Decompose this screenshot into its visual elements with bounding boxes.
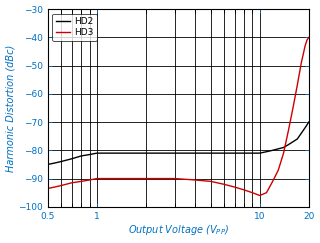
HD2 [53, 162, 57, 165]
HD2 [233, 152, 236, 155]
HD3 [70, 181, 74, 184]
X-axis label: Output Voltage (V$_{PP}$): Output Voltage (V$_{PP}$) [128, 224, 229, 237]
HD3 [173, 177, 177, 180]
HD2 [209, 152, 213, 155]
HD3 [300, 61, 303, 64]
HD2 [70, 157, 74, 160]
HD2 [271, 149, 275, 152]
HD2 [250, 152, 254, 155]
HD2 [286, 143, 290, 146]
HD2 [108, 152, 112, 155]
HD2 [242, 152, 246, 155]
HD2 [144, 152, 148, 155]
HD3 [282, 152, 285, 155]
HD3 [242, 188, 246, 191]
HD3 [193, 179, 197, 182]
HD3 [258, 194, 262, 197]
Line: HD3: HD3 [48, 37, 309, 196]
HD3 [144, 177, 148, 180]
HD3 [233, 186, 236, 189]
HD3 [291, 106, 295, 109]
HD3 [88, 179, 92, 182]
HD2 [258, 152, 262, 155]
HD3 [286, 129, 290, 132]
Legend: HD2, HD3: HD2, HD3 [52, 14, 97, 41]
HD2 [282, 146, 285, 149]
HD3 [295, 84, 299, 87]
Line: HD2: HD2 [48, 122, 309, 165]
HD2 [222, 152, 226, 155]
HD3 [301, 53, 305, 56]
Y-axis label: Harmonic Distortion (dBc): Harmonic Distortion (dBc) [5, 44, 16, 172]
HD2 [124, 152, 128, 155]
HD2 [95, 152, 99, 155]
HD3 [250, 191, 254, 194]
HD3 [222, 183, 226, 186]
HD3 [209, 180, 213, 183]
HD2 [303, 126, 307, 129]
HD2 [265, 150, 268, 153]
HD3 [95, 177, 99, 180]
HD3 [46, 187, 50, 190]
HD2 [79, 155, 83, 157]
HD2 [46, 163, 50, 166]
HD3 [276, 169, 280, 172]
HD3 [108, 177, 112, 180]
HD3 [53, 186, 57, 189]
HD3 [59, 184, 63, 187]
HD3 [303, 44, 307, 47]
HD3 [307, 36, 311, 39]
HD3 [265, 191, 268, 194]
HD2 [307, 121, 311, 123]
HD2 [59, 160, 63, 163]
HD2 [88, 153, 92, 156]
HD3 [271, 180, 275, 183]
HD3 [305, 39, 309, 42]
HD2 [295, 138, 299, 140]
HD3 [160, 177, 164, 180]
HD2 [173, 152, 177, 155]
HD3 [124, 177, 128, 180]
HD3 [79, 180, 83, 183]
HD2 [193, 152, 197, 155]
